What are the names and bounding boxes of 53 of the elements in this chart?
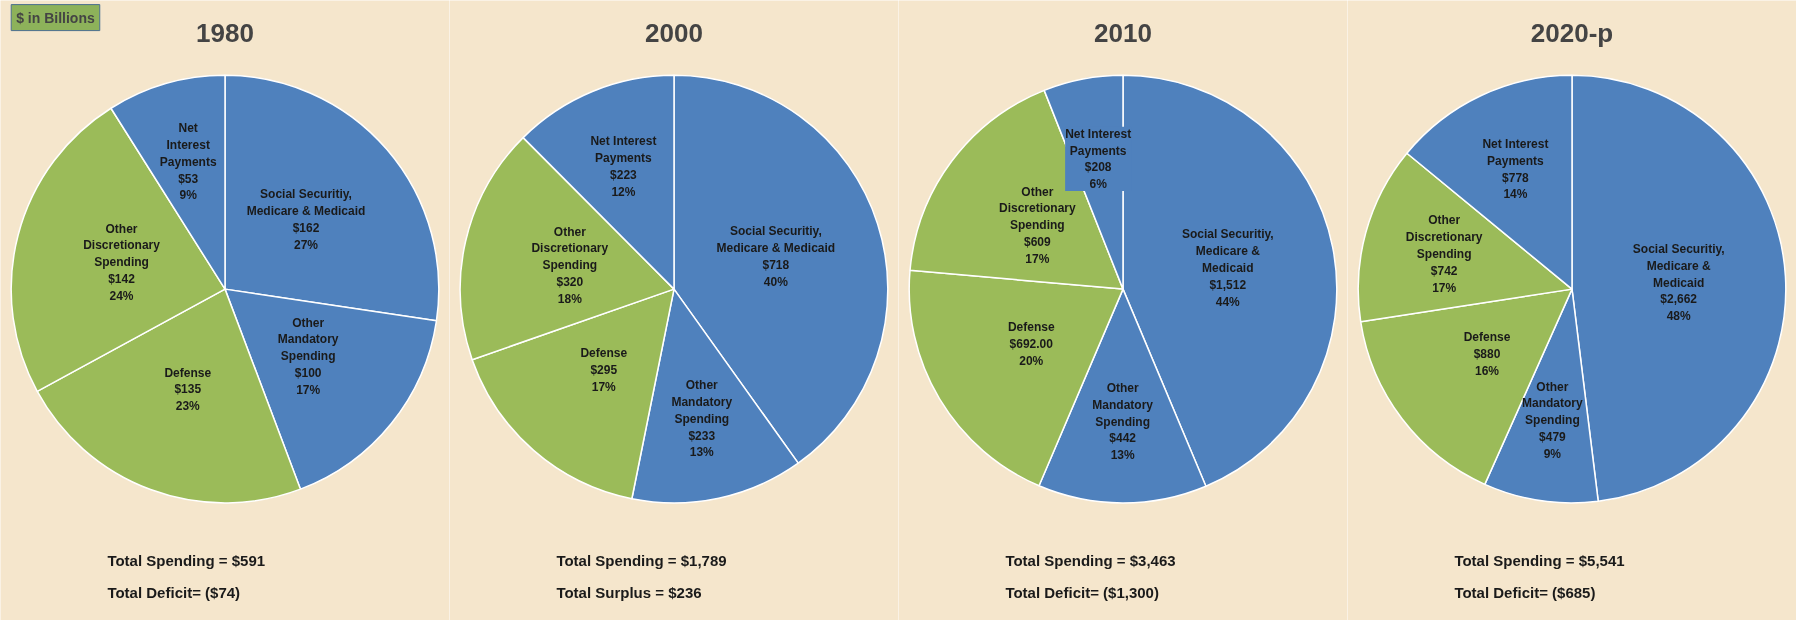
data-label: $295 17% bbox=[590, 362, 618, 394]
slice-label: Defense bbox=[1007, 320, 1055, 335]
text: Total Deficit= ($685) bbox=[1454, 584, 1596, 602]
data-label: $442 13% bbox=[1109, 431, 1137, 463]
data-label: $609 17% bbox=[1023, 235, 1051, 266]
text: Total Surplus = $236 bbox=[556, 584, 702, 602]
slice-label: Other Mandatory Spending bbox=[1522, 379, 1584, 428]
slice-label: Other Mandatory Spending bbox=[277, 315, 339, 364]
data-label: $162 27% bbox=[292, 220, 320, 252]
data-label: $2,662 48% bbox=[1660, 292, 1698, 324]
data-label: $718 40% bbox=[762, 257, 790, 289]
slice-label: Defense bbox=[164, 365, 212, 380]
slice-label: Other Discretionary Spending bbox=[531, 224, 609, 273]
text: $ in Billions bbox=[16, 9, 95, 26]
chart-title: 1980 bbox=[196, 17, 254, 48]
text: Total Deficit= ($1,300) bbox=[1005, 584, 1159, 602]
data-label: $142 24% bbox=[108, 271, 136, 303]
data-label: $223 12% bbox=[610, 168, 638, 199]
slice-label: Other Discretionary Spending bbox=[998, 184, 1076, 233]
slice-label: Social Securitiy, Medicare & Medicaid bbox=[246, 187, 366, 218]
data-label: $1,512 44% bbox=[1209, 277, 1247, 309]
data-label: $692.00 20% bbox=[1009, 337, 1054, 368]
slice-label: Other Discretionary Spending bbox=[83, 221, 161, 270]
slice-label: Social Securitiy, Medicare & Medicaid bbox=[1632, 241, 1725, 290]
slice-label: Other Discretionary Spending bbox=[1405, 213, 1483, 262]
slice-label: Net Interest Payments bbox=[1482, 137, 1549, 168]
chart-title: 2020-p bbox=[1530, 17, 1614, 48]
text: Total Deficit= ($74) bbox=[107, 584, 241, 602]
data-label: $100 17% bbox=[294, 366, 322, 397]
text: Total Spending = $591 bbox=[107, 552, 266, 570]
chart-title: 2000 bbox=[645, 17, 703, 48]
slice-label: Social Securitiy, Medicare & Medicaid bbox=[716, 224, 836, 256]
slice-label: Defense bbox=[1463, 330, 1511, 345]
data-label: $742 17% bbox=[1430, 263, 1458, 295]
slice-label: Net Interest Payments bbox=[1065, 126, 1132, 158]
slice-label: Net Interest Payments bbox=[159, 121, 217, 169]
slice-label: Other Mandatory Spending bbox=[671, 378, 733, 426]
data-label: $53 9% bbox=[178, 171, 199, 203]
slice-label: Social Securitiy, Medicare & Medicaid bbox=[1181, 227, 1274, 275]
slice-label: Net Interest Payments bbox=[590, 134, 657, 166]
data-label: $479 9% bbox=[1539, 430, 1567, 461]
data-label: $135 23% bbox=[174, 382, 202, 414]
text: Total Spending = $3,463 bbox=[1005, 552, 1176, 570]
slice-label: Other Mandatory Spending bbox=[1092, 381, 1154, 429]
data-label: $880 16% bbox=[1473, 346, 1501, 378]
data-label: $778 14% bbox=[1502, 170, 1530, 202]
text: Total Spending = $1,789 bbox=[556, 552, 727, 570]
slice-label: Defense bbox=[580, 345, 628, 360]
data-label: $233 13% bbox=[688, 428, 716, 460]
data-label: $208 6% bbox=[1084, 160, 1112, 192]
chart-title: 2010 bbox=[1094, 17, 1152, 48]
text: Total Spending = $5,541 bbox=[1454, 552, 1625, 570]
data-label: $320 18% bbox=[556, 275, 584, 306]
